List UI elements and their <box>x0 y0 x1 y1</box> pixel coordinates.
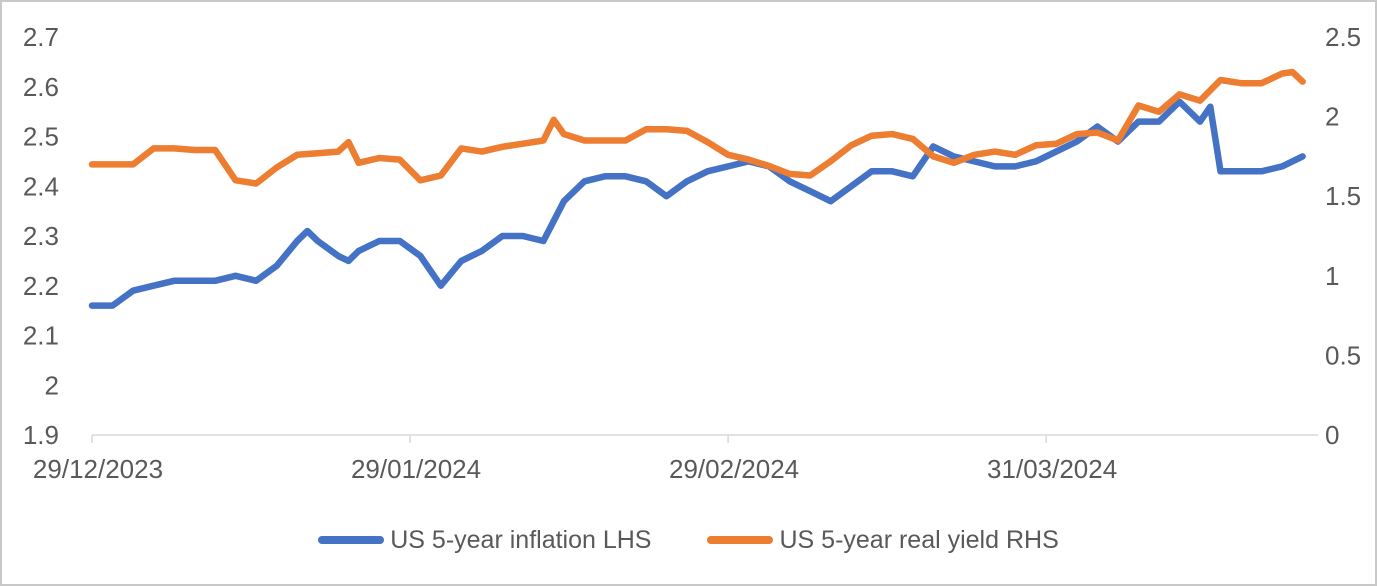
y-axis-left-tick-label: 2.6 <box>23 72 59 102</box>
x-axis-tick-label: 31/03/2024 <box>987 454 1117 484</box>
y-axis-left: 2.7 2.6 2.5 2.4 2.3 2.2 2.1 2 1.9 <box>23 22 59 450</box>
series-line-us-5-year-inflation-lhs <box>88 98 1306 309</box>
legend-marker-inflation-icon <box>318 536 385 544</box>
y-axis-left-tick-label: 1.9 <box>23 420 59 450</box>
y-axis-right-tick-label: 1.5 <box>1325 181 1361 211</box>
x-axis-tick-label: 29/01/2024 <box>351 454 481 484</box>
y-axis-left-tick-label: 2.5 <box>23 122 59 152</box>
y-axis-right: 2.5 2 1.5 1 0.5 0 <box>1325 22 1361 450</box>
legend-marker-real-yield-icon <box>707 536 774 544</box>
y-axis-right-tick-label: 2 <box>1325 102 1339 132</box>
legend-item-real-yield: US 5-year real yield RHS <box>707 525 1059 555</box>
chart-legend: US 5-year inflation LHS US 5-year real y… <box>2 516 1375 564</box>
series-line-us-5-year-real-yield-rhs <box>88 68 1306 187</box>
y-axis-left-tick-label: 2.3 <box>23 221 59 251</box>
legend-label-real-yield: US 5-year real yield RHS <box>779 525 1059 554</box>
y-axis-left-tick-label: 2.2 <box>23 271 59 301</box>
y-axis-right-tick-label: 2.5 <box>1325 22 1361 52</box>
x-axis-tick-label: 29/12/2023 <box>33 454 163 484</box>
x-axis-tick-label: 29/02/2024 <box>669 454 799 484</box>
y-axis-right-tick-label: 1 <box>1325 261 1339 291</box>
y-axis-left-tick-label: 2.7 <box>23 22 59 52</box>
y-axis-right-tick-label: 0.5 <box>1325 340 1361 370</box>
legend-label-inflation: US 5-year inflation LHS <box>390 525 652 554</box>
y-axis-left-tick-label: 2.4 <box>23 171 59 201</box>
x-axis: 29/12/2023 29/01/2024 29/02/2024 31/03/2024 <box>33 434 1318 484</box>
y-axis-left-tick-label: 2.1 <box>23 321 59 351</box>
legend-item-inflation: US 5-year inflation LHS <box>318 526 651 555</box>
y-axis-right-tick-label: 0 <box>1325 420 1339 450</box>
y-axis-left-tick-label: 2 <box>45 370 59 400</box>
